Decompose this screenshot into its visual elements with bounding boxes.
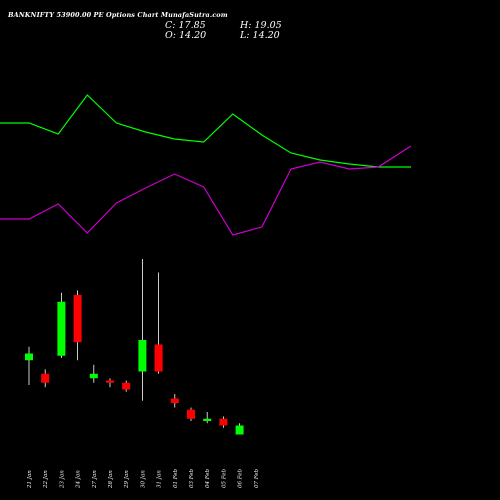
chart-title: BANKNIFTY 53900.00 PE Options Chart Muna… [8, 11, 228, 19]
candle [41, 369, 50, 388]
x-tick-label: 07 Feb [254, 468, 260, 488]
candle-body [170, 398, 179, 403]
candle-body [41, 373, 50, 383]
candle-body [89, 373, 98, 379]
candle [89, 364, 98, 383]
candle [154, 272, 163, 374]
candle [170, 394, 179, 408]
x-tick-label: 03 Feb [189, 468, 195, 488]
candle-body [73, 295, 82, 343]
candle-body [235, 425, 244, 435]
candle [25, 346, 33, 385]
candle [57, 292, 66, 358]
x-axis-labels: 21 Jan 22 Jan 23 Jan 24 Jan 27 Jan 28 Jan 29 J… [27, 468, 260, 489]
candle-body [122, 382, 131, 390]
x-tick-label: 30 Jan [140, 470, 146, 488]
candle-body [25, 353, 33, 361]
x-tick-label: 06 Feb [238, 468, 244, 488]
candle-body [219, 418, 228, 426]
candle [138, 259, 147, 401]
candle [203, 412, 212, 424]
low-value: L: 14.20 [240, 30, 280, 41]
x-tick-label: 29 Jan [124, 470, 130, 489]
candle [187, 407, 195, 421]
indicator-line-1 [0, 94, 411, 168]
candle-body [187, 409, 195, 419]
candle [219, 416, 228, 428]
indicator-line-2 [0, 145, 412, 236]
x-tick-label: 23 Jan [59, 470, 65, 489]
x-tick-label: 28 Jan [108, 470, 114, 489]
x-tick-label: 01 Feb [173, 468, 179, 488]
x-tick-label: 31 Jan [157, 470, 163, 488]
x-tick-label: 27 Jan [92, 470, 98, 489]
candle [122, 380, 131, 392]
x-tick-label: 22 Jan [43, 470, 49, 489]
x-tick-label: 04 Feb [205, 468, 211, 488]
open-value: O: 14.20 [165, 30, 207, 41]
candle-body [138, 340, 147, 372]
candle [235, 423, 244, 435]
candle-body [57, 301, 66, 356]
candle-body [154, 344, 163, 372]
candle [73, 290, 82, 361]
candle [106, 378, 114, 388]
close-value: C: 17.85 [165, 20, 206, 31]
candle-body [203, 418, 212, 421]
indicator-lines [0, 94, 412, 236]
x-tick-label: 24 Jan [76, 470, 82, 489]
candle-body [106, 380, 114, 383]
candlesticks [25, 259, 244, 435]
x-tick-label: 21 Jan [27, 470, 33, 489]
high-value: H: 19.05 [240, 20, 282, 31]
x-tick-label: 05 Feb [221, 468, 227, 488]
